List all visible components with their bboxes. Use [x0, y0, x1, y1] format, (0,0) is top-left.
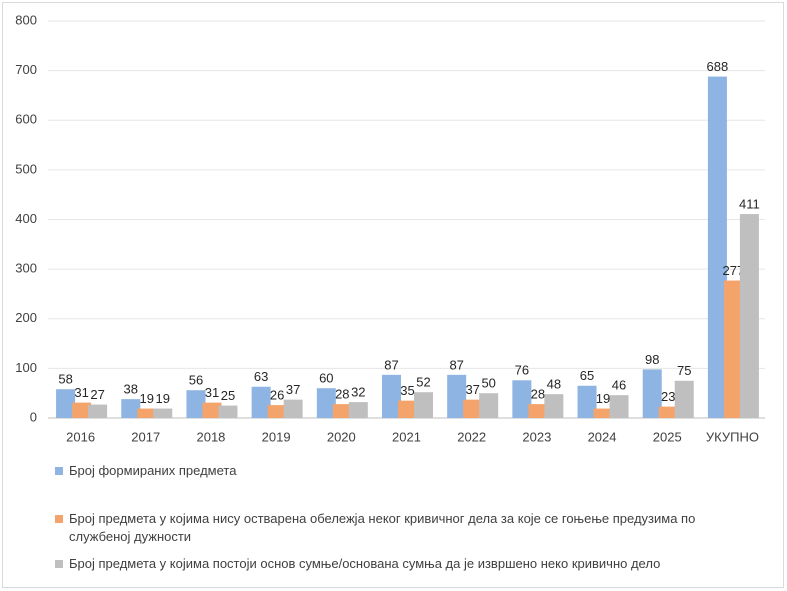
- bar: [642, 369, 662, 418]
- legend-label: Број предмета у којима нису остварена об…: [69, 511, 696, 544]
- data-label: 37: [286, 382, 300, 397]
- data-label: 32: [351, 385, 365, 400]
- x-tick-label: 2019: [262, 429, 291, 444]
- data-label: 58: [58, 372, 72, 387]
- data-label: 411: [739, 196, 760, 211]
- x-tick-label: 2016: [66, 429, 95, 444]
- data-label: 26: [270, 388, 284, 403]
- data-label: 31: [205, 385, 219, 400]
- bar: [739, 214, 759, 418]
- bar: [658, 406, 678, 418]
- y-tick-label: 200: [15, 310, 37, 325]
- bar: [137, 408, 157, 418]
- x-tick-label: 2022: [457, 429, 486, 444]
- bar: [72, 402, 92, 418]
- data-label: 277: [723, 263, 745, 278]
- data-label: 48: [547, 377, 561, 392]
- bar: [528, 404, 548, 418]
- x-tick-label: УКУПНО: [706, 429, 759, 444]
- data-label: 31: [74, 385, 88, 400]
- bar: [723, 280, 743, 418]
- y-tick-label: 800: [15, 12, 37, 27]
- data-label: 98: [645, 352, 659, 367]
- bar: [382, 374, 401, 418]
- bar: [186, 390, 206, 418]
- data-label: 27: [90, 387, 104, 402]
- data-label: 19: [156, 391, 170, 406]
- bar: [707, 76, 727, 418]
- legend-label: Број предмета у којима постоји основ сум…: [69, 556, 661, 571]
- y-tick-label: 100: [15, 360, 37, 375]
- data-label: 19: [140, 391, 154, 406]
- bar: [512, 380, 532, 418]
- bar: [348, 402, 368, 418]
- data-label: 52: [416, 375, 430, 390]
- data-label: 56: [189, 373, 203, 388]
- x-tick-label: 2024: [588, 429, 617, 444]
- x-tick-label: 2017: [131, 429, 160, 444]
- data-label: 63: [254, 369, 268, 384]
- x-tick-label: 2021: [392, 429, 421, 444]
- data-label: 60: [319, 371, 333, 386]
- x-tick-label: 2023: [522, 429, 551, 444]
- bar: [609, 395, 629, 418]
- data-label: 87: [449, 357, 463, 372]
- bar: [544, 394, 564, 418]
- y-tick-label: 700: [15, 62, 37, 77]
- data-label: 87: [384, 357, 398, 372]
- x-tick-label: 2020: [327, 429, 356, 444]
- data-label: 28: [531, 387, 545, 402]
- x-tick-label: 2025: [653, 429, 682, 444]
- legend-item: Број формираних предмета: [55, 462, 755, 480]
- bar: [332, 404, 352, 418]
- bar: [479, 393, 499, 418]
- bar: [267, 405, 287, 418]
- data-label: 75: [677, 363, 691, 378]
- bar: [577, 385, 597, 418]
- bar: [88, 404, 108, 418]
- y-tick-label: 600: [15, 112, 37, 127]
- y-tick-label: 300: [15, 261, 37, 276]
- data-label: 19: [596, 391, 610, 406]
- bar: [251, 386, 271, 418]
- data-label: 37: [465, 382, 479, 397]
- bar: [447, 374, 467, 418]
- data-label: 688: [707, 59, 729, 74]
- y-tick-label: 500: [15, 161, 37, 176]
- data-label: 76: [515, 363, 529, 378]
- data-label: 23: [661, 389, 675, 404]
- bar: [398, 400, 417, 418]
- data-label: 50: [481, 376, 495, 391]
- data-label: 38: [124, 382, 138, 397]
- data-label: 46: [612, 378, 626, 393]
- legend-swatch: [55, 515, 63, 523]
- legend-swatch: [55, 560, 63, 568]
- y-tick-label: 400: [15, 211, 37, 226]
- data-label: 28: [335, 387, 349, 402]
- bar: [593, 408, 613, 418]
- data-label: 25: [221, 388, 235, 403]
- bar: [316, 388, 336, 418]
- x-tick-label: 2018: [196, 429, 225, 444]
- legend-item: Број предмета у којима нису остварена об…: [55, 510, 755, 546]
- bar: [121, 399, 141, 418]
- legend-item: Број предмета у којима постоји основ сум…: [55, 555, 755, 573]
- legend-swatch: [55, 467, 63, 475]
- legend-label: Број формираних предмета: [69, 463, 237, 478]
- bar: [414, 392, 433, 418]
- bar: [674, 380, 694, 418]
- y-tick-label: 0: [30, 409, 37, 424]
- bar: [202, 402, 222, 418]
- bar: [153, 408, 173, 418]
- bar: [283, 399, 303, 418]
- bar: [218, 405, 238, 418]
- bar: [56, 389, 76, 418]
- bar: [463, 399, 483, 418]
- data-label: 35: [400, 383, 414, 398]
- data-label: 65: [580, 368, 594, 383]
